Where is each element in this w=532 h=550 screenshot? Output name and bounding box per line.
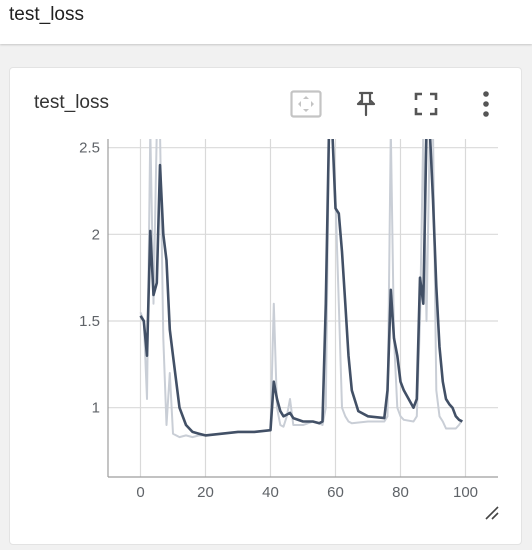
y-tick-label: 2 [92,226,100,243]
x-tick-label: 0 [136,484,144,501]
resize-handle-icon[interactable] [485,506,499,520]
section-header: test_loss [0,0,532,44]
x-tick-label: 20 [197,484,214,501]
y-tick-label: 1 [92,400,100,417]
pin-button[interactable] [350,88,382,120]
section-title: test_loss [9,4,84,25]
chart-card: test_loss 0 20 40 60 80 100 1 1.5 2 2.5 [9,67,522,545]
raw-series-line [139,139,464,439]
smoothed-series-line [139,139,463,437]
fit-domain-icon [290,90,322,118]
y-tick-label: 1.5 [79,313,100,330]
y-tick-label: 2.5 [79,140,100,157]
x-tick-label: 100 [453,484,478,501]
fullscreen-button[interactable] [410,88,442,120]
series-group [139,139,464,439]
x-tick-label: 40 [262,484,279,501]
more-options-button[interactable] [470,88,502,120]
pin-icon [356,91,376,117]
fit-domain-button[interactable] [290,88,322,120]
more-options-icon [483,91,489,117]
x-tick-label: 60 [327,484,344,501]
card-title: test_loss [34,92,109,113]
fullscreen-icon [414,92,438,116]
x-tick-label: 80 [392,484,409,501]
line-chart: 0 20 40 60 80 100 1 1.5 2 2.5 [79,139,499,520]
